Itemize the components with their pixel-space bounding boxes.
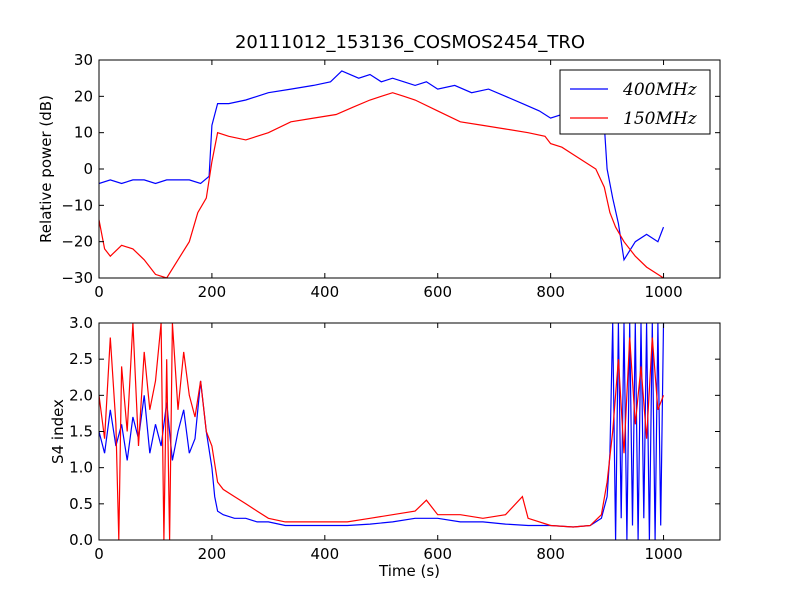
y-tick-label: −10 (61, 196, 93, 214)
x-tick-label: 0 (94, 545, 104, 563)
series-line-400mhz (99, 323, 665, 540)
x-tick-label: 200 (198, 545, 227, 563)
x-tick-label: 400 (310, 545, 339, 563)
x-tick-label: 800 (536, 545, 565, 563)
x-tick-label: 800 (536, 283, 565, 301)
x-tick-label: 600 (423, 283, 452, 301)
x-tick-label: 0 (94, 283, 104, 301)
y-tick-label: 1.0 (69, 459, 93, 477)
y-tick-label: 10 (74, 124, 93, 142)
series-line-150mhz (99, 92, 664, 278)
y-tick-label: 30 (74, 51, 93, 69)
legend: 400MHz 150MHz (559, 69, 711, 135)
y-axis-label: Relative power (dB) (37, 95, 55, 243)
x-tick-label: 1000 (644, 545, 682, 563)
y-tick-label: 3.0 (69, 314, 93, 332)
y-tick-label: 1.5 (69, 423, 93, 441)
y-tick-label: 0.5 (69, 495, 93, 513)
x-tick-label: 200 (198, 283, 227, 301)
series-line-150mhz (99, 323, 665, 540)
y-tick-label: 20 (74, 87, 93, 105)
y-tick-label: 2.0 (69, 386, 93, 404)
x-tick-label: 1000 (644, 283, 682, 301)
x-tick-label: 600 (423, 545, 452, 563)
y-tick-label: 2.5 (69, 350, 93, 368)
chart-title: 20111012_153136_COSMOS2454_TRO (235, 32, 585, 53)
y-tick-label: −30 (61, 269, 93, 287)
y-tick-label: −20 (61, 233, 93, 251)
s4-panel: 0 200 400 600 800 1000 0.0 0.5 1.0 1.5 2.0 2.5 3.0 S4… (49, 314, 721, 580)
y-axis-label: S4 index (49, 399, 67, 464)
y-tick-label: 0 (83, 160, 93, 178)
legend-entry-label: 400MHz (622, 80, 698, 100)
legend-box (559, 69, 711, 135)
legend-entry-label: 150MHz (623, 109, 698, 129)
x-axis-label: Time (s) (378, 562, 440, 580)
x-tick-label: 400 (310, 283, 339, 301)
y-tick-label: 0.0 (69, 531, 93, 549)
power-panel: 0 200 400 600 800 1000 −30 −20 −10 0 10 20 30 Relativ… (37, 51, 721, 301)
